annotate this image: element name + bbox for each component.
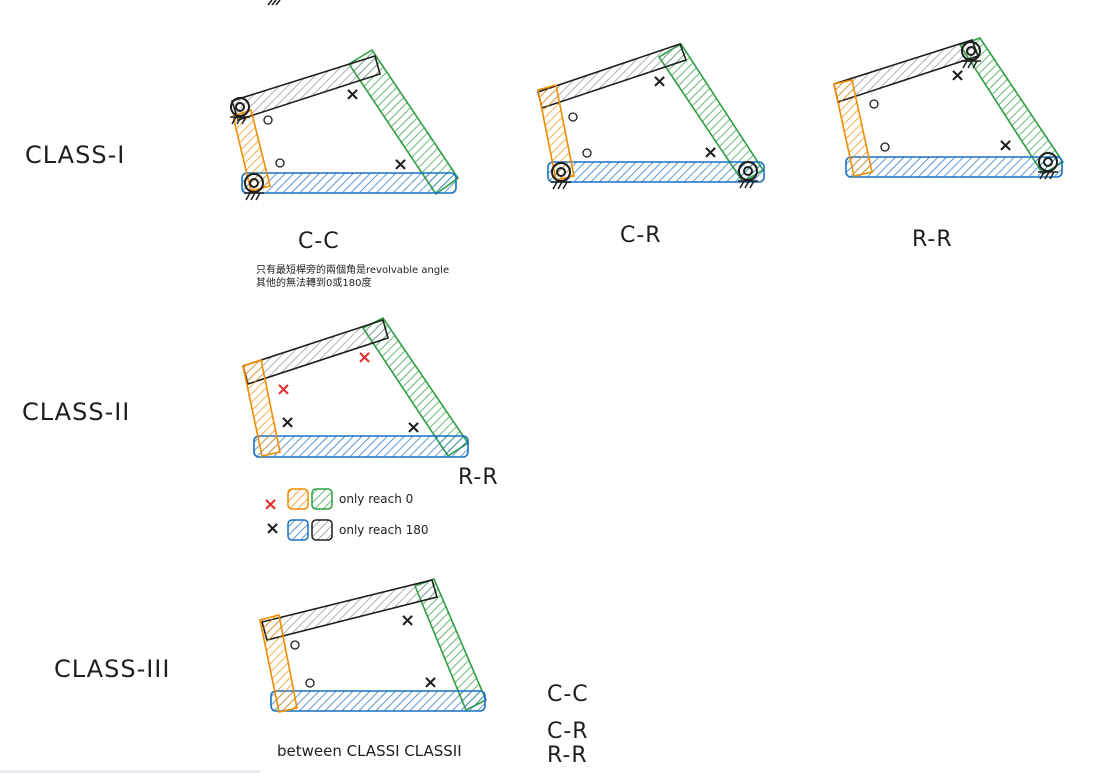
ground-pivot-icon — [1038, 152, 1058, 180]
revolvable-angle-mark — [263, 115, 273, 125]
ground-pivot-icon — [244, 173, 264, 201]
non-revolvable-mark: × — [345, 84, 360, 105]
scroll-indicator — [0, 770, 260, 773]
blue-link — [270, 690, 486, 712]
ground-pivot-icon — [230, 97, 250, 125]
mechanism-label-cc: C-C — [298, 229, 340, 254]
legend-text-only-reach-0: only reach 0 — [339, 492, 413, 506]
orange-link — [232, 108, 271, 192]
orange-link — [833, 79, 873, 177]
class-3-mechanism: × × — [259, 577, 488, 713]
revolvable-angle-mark — [275, 158, 285, 168]
class-1-label: CLASS-I — [25, 141, 125, 169]
legend-swatch-orange — [287, 488, 309, 510]
class-3-type-rr: R-R — [547, 743, 588, 768]
non-revolvable-mark: × — [652, 71, 667, 92]
ground-pivot-icon — [551, 162, 571, 190]
class-1-mechanism-cr: × × — [537, 42, 765, 190]
non-revolvable-mark: × — [393, 154, 408, 175]
orange-link — [242, 358, 281, 457]
revolvable-angle-mark — [290, 640, 300, 650]
mechanism-label-cr: C-R — [620, 223, 662, 248]
legend: × only reach 0 × only reach 180 — [263, 488, 429, 541]
legend-red-cross: × — [263, 494, 278, 515]
orange-link — [537, 83, 575, 181]
ground-pivot-icon — [961, 41, 981, 69]
non-revolvable-mark: × — [423, 672, 438, 693]
non-revolvable-mark: × — [998, 135, 1013, 156]
non-revolvable-mark: × — [703, 142, 718, 163]
ground-hatch-fragment — [267, 0, 281, 6]
blue-link — [845, 156, 1063, 178]
class-3-type-cr: C-R — [547, 719, 589, 744]
revolvable-angle-mark — [305, 678, 315, 688]
mechanism-label-rr: R-R — [458, 465, 499, 490]
revolvable-angle-mark — [869, 99, 879, 109]
legend-swatch-green — [311, 488, 333, 510]
blue-link — [547, 161, 765, 183]
non-revolvable-mark: × — [950, 65, 965, 86]
only-reach-180-mark: × — [280, 412, 295, 433]
class-3-type-cc: C-C — [547, 682, 589, 707]
black-link — [230, 54, 381, 122]
class-3-note: between CLASSI CLASSII — [277, 742, 462, 760]
legend-black-cross: × — [265, 518, 280, 539]
class-2-mechanism-rr: × × × × — [242, 316, 470, 458]
legend-swatch-black — [311, 519, 333, 541]
class-3-label: CLASS-III — [54, 655, 170, 683]
legend-swatch-blue — [287, 519, 309, 541]
mechanism-label-rr: R-R — [912, 227, 953, 252]
ground-pivot-icon — [738, 161, 758, 189]
cc-note-line-1: 只有最短桿旁的兩個角是revolvable angle — [256, 263, 449, 276]
green-link — [958, 37, 1065, 176]
only-reach-0-mark: × — [357, 347, 372, 368]
orange-link — [259, 614, 298, 713]
non-revolvable-mark: × — [400, 610, 415, 631]
class-1-mechanism-cc: × × — [230, 48, 460, 201]
legend-text-only-reach-180: only reach 180 — [339, 523, 429, 537]
revolvable-angle-mark — [880, 142, 890, 152]
revolvable-angle-mark — [582, 148, 592, 158]
class-1-mechanism-rr: × × — [833, 37, 1065, 180]
blue-link — [253, 435, 469, 458]
blue-link — [241, 172, 457, 194]
only-reach-0-mark: × — [276, 379, 291, 400]
only-reach-180-mark: × — [406, 417, 421, 438]
green-link — [347, 48, 460, 196]
class-2-label: CLASS-II — [22, 398, 130, 426]
revolvable-angle-mark — [568, 112, 578, 122]
cc-note-line-2: 其他的無法轉到0或180度 — [256, 276, 371, 289]
